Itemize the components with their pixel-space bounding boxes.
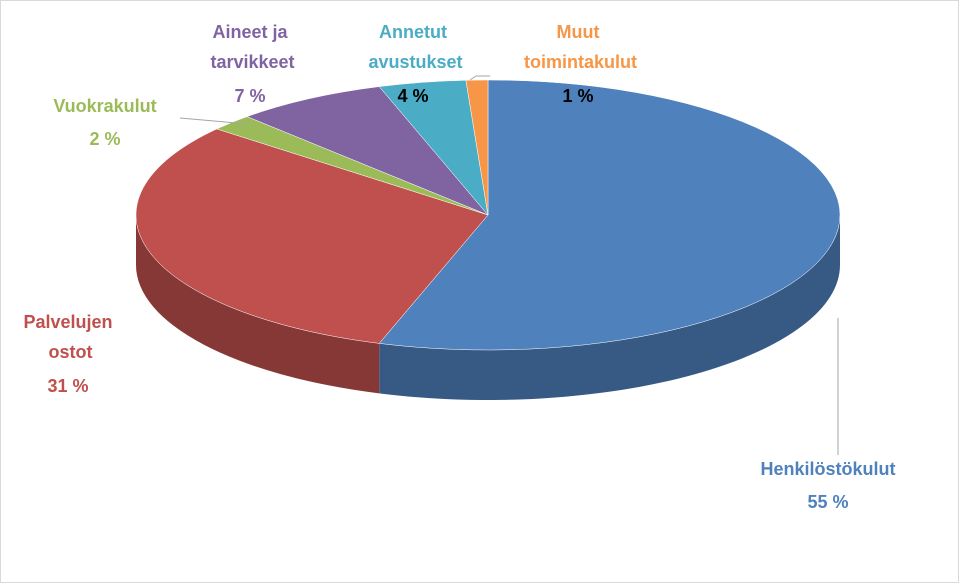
labels: Henkilöstökulut 55 % Palvelujen ostot 31 % V… xyxy=(23,22,895,512)
value-label: 4 % xyxy=(397,86,428,106)
leader-line xyxy=(179,117,249,125)
leader-line xyxy=(469,75,490,81)
value-label: 31 % xyxy=(47,376,88,396)
category-label: Muut toimintakulut xyxy=(519,22,637,72)
pie-slice xyxy=(246,86,489,216)
value-label: 55 % xyxy=(807,492,848,512)
pie-tops xyxy=(135,79,841,351)
value-label: 7 % xyxy=(234,86,265,106)
pie-slice xyxy=(378,79,841,351)
category-label: Henkilöstökulut xyxy=(760,459,895,479)
pie-slice xyxy=(135,128,489,344)
pie-slice xyxy=(465,79,489,216)
pie-slice-side xyxy=(379,215,840,400)
category-label: Palvelujen ostot xyxy=(23,312,112,362)
category-label: Vuokrakulut xyxy=(53,96,156,116)
category-label: Annetut avustukset xyxy=(363,22,462,72)
value-label: 1 % xyxy=(562,86,593,106)
category-label: Aineet ja tarvikkeet xyxy=(205,22,294,72)
pie-slice-side xyxy=(136,215,380,394)
pie-sides xyxy=(136,215,840,400)
value-label: 2 % xyxy=(89,129,120,149)
